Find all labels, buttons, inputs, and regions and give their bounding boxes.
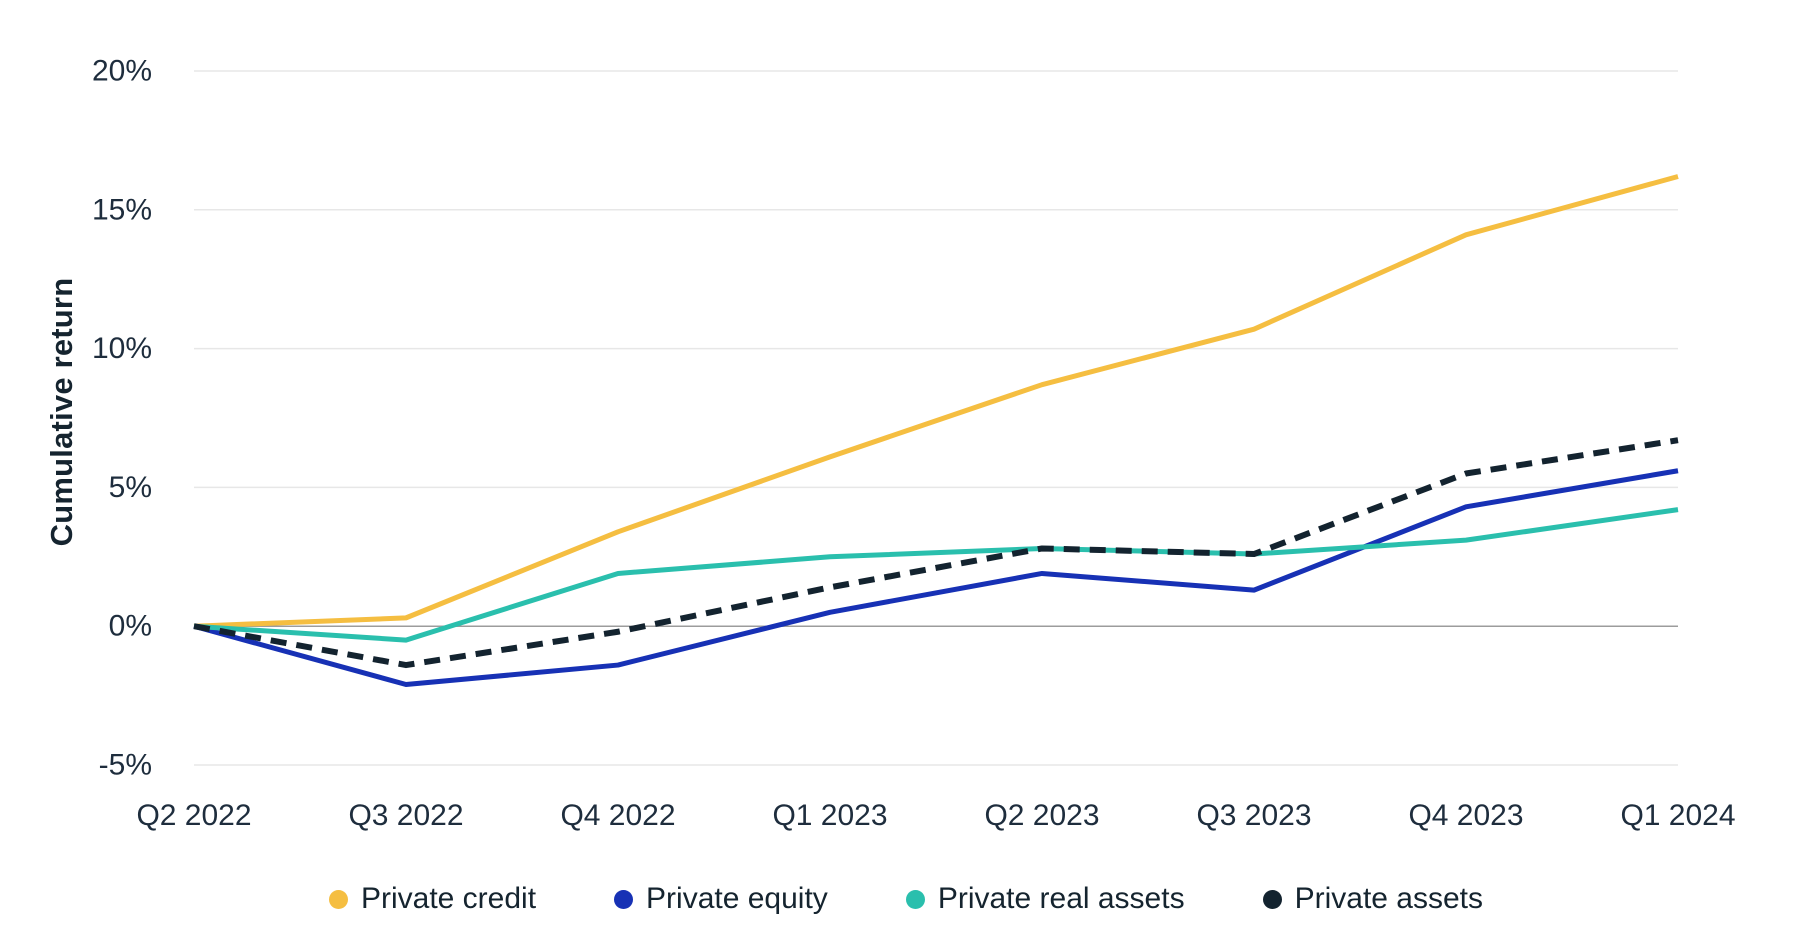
legend-dot-private-equity <box>614 889 634 909</box>
legend-label: Private real assets <box>937 882 1185 915</box>
x-tick-label: Q2 2022 <box>136 799 251 832</box>
legend-item-private-credit: Private credit <box>328 882 537 916</box>
legend-item-private-equity: Private equity <box>614 882 828 916</box>
x-tick-label: Q3 2023 <box>1196 799 1311 832</box>
series-line-private-real-assets <box>193 507 1679 643</box>
series-line-private-credit <box>193 174 1679 629</box>
series-line-private-equity <box>193 468 1679 687</box>
legend-dot-private-credit <box>328 889 348 909</box>
y-tick-label: -5% <box>99 749 152 782</box>
y-axis-title: Cumulative return <box>44 277 79 547</box>
legend-dot-private-assets <box>1262 889 1282 909</box>
y-tick-label: 20% <box>92 55 152 88</box>
x-tick-label: Q3 2022 <box>348 799 463 832</box>
x-tick-label: Q2 2023 <box>984 799 1099 832</box>
y-tick-label: 5% <box>109 471 152 504</box>
legend-item-private-real-assets: Private real assets <box>905 882 1185 916</box>
x-tick-label: Q1 2023 <box>772 799 887 832</box>
y-tick-label: 0% <box>109 610 152 643</box>
legend-dot-private-real-assets <box>905 889 925 909</box>
x-tick-label: Q1 2024 <box>1620 799 1735 832</box>
legend-label: Private credit <box>360 882 537 915</box>
legend-label: Private assets <box>1294 882 1484 915</box>
y-tick-label: 10% <box>92 332 152 365</box>
series-line-private-assets <box>193 437 1679 669</box>
x-tick-label: Q4 2023 <box>1408 799 1523 832</box>
y-tick-label: 15% <box>92 193 152 226</box>
chart-legend: Private credit Private equity Private real… <box>0 882 1812 916</box>
legend-label: Private equity <box>646 882 828 915</box>
legend-item-private-assets: Private assets <box>1262 882 1484 916</box>
x-tick-label: Q4 2022 <box>560 799 675 832</box>
